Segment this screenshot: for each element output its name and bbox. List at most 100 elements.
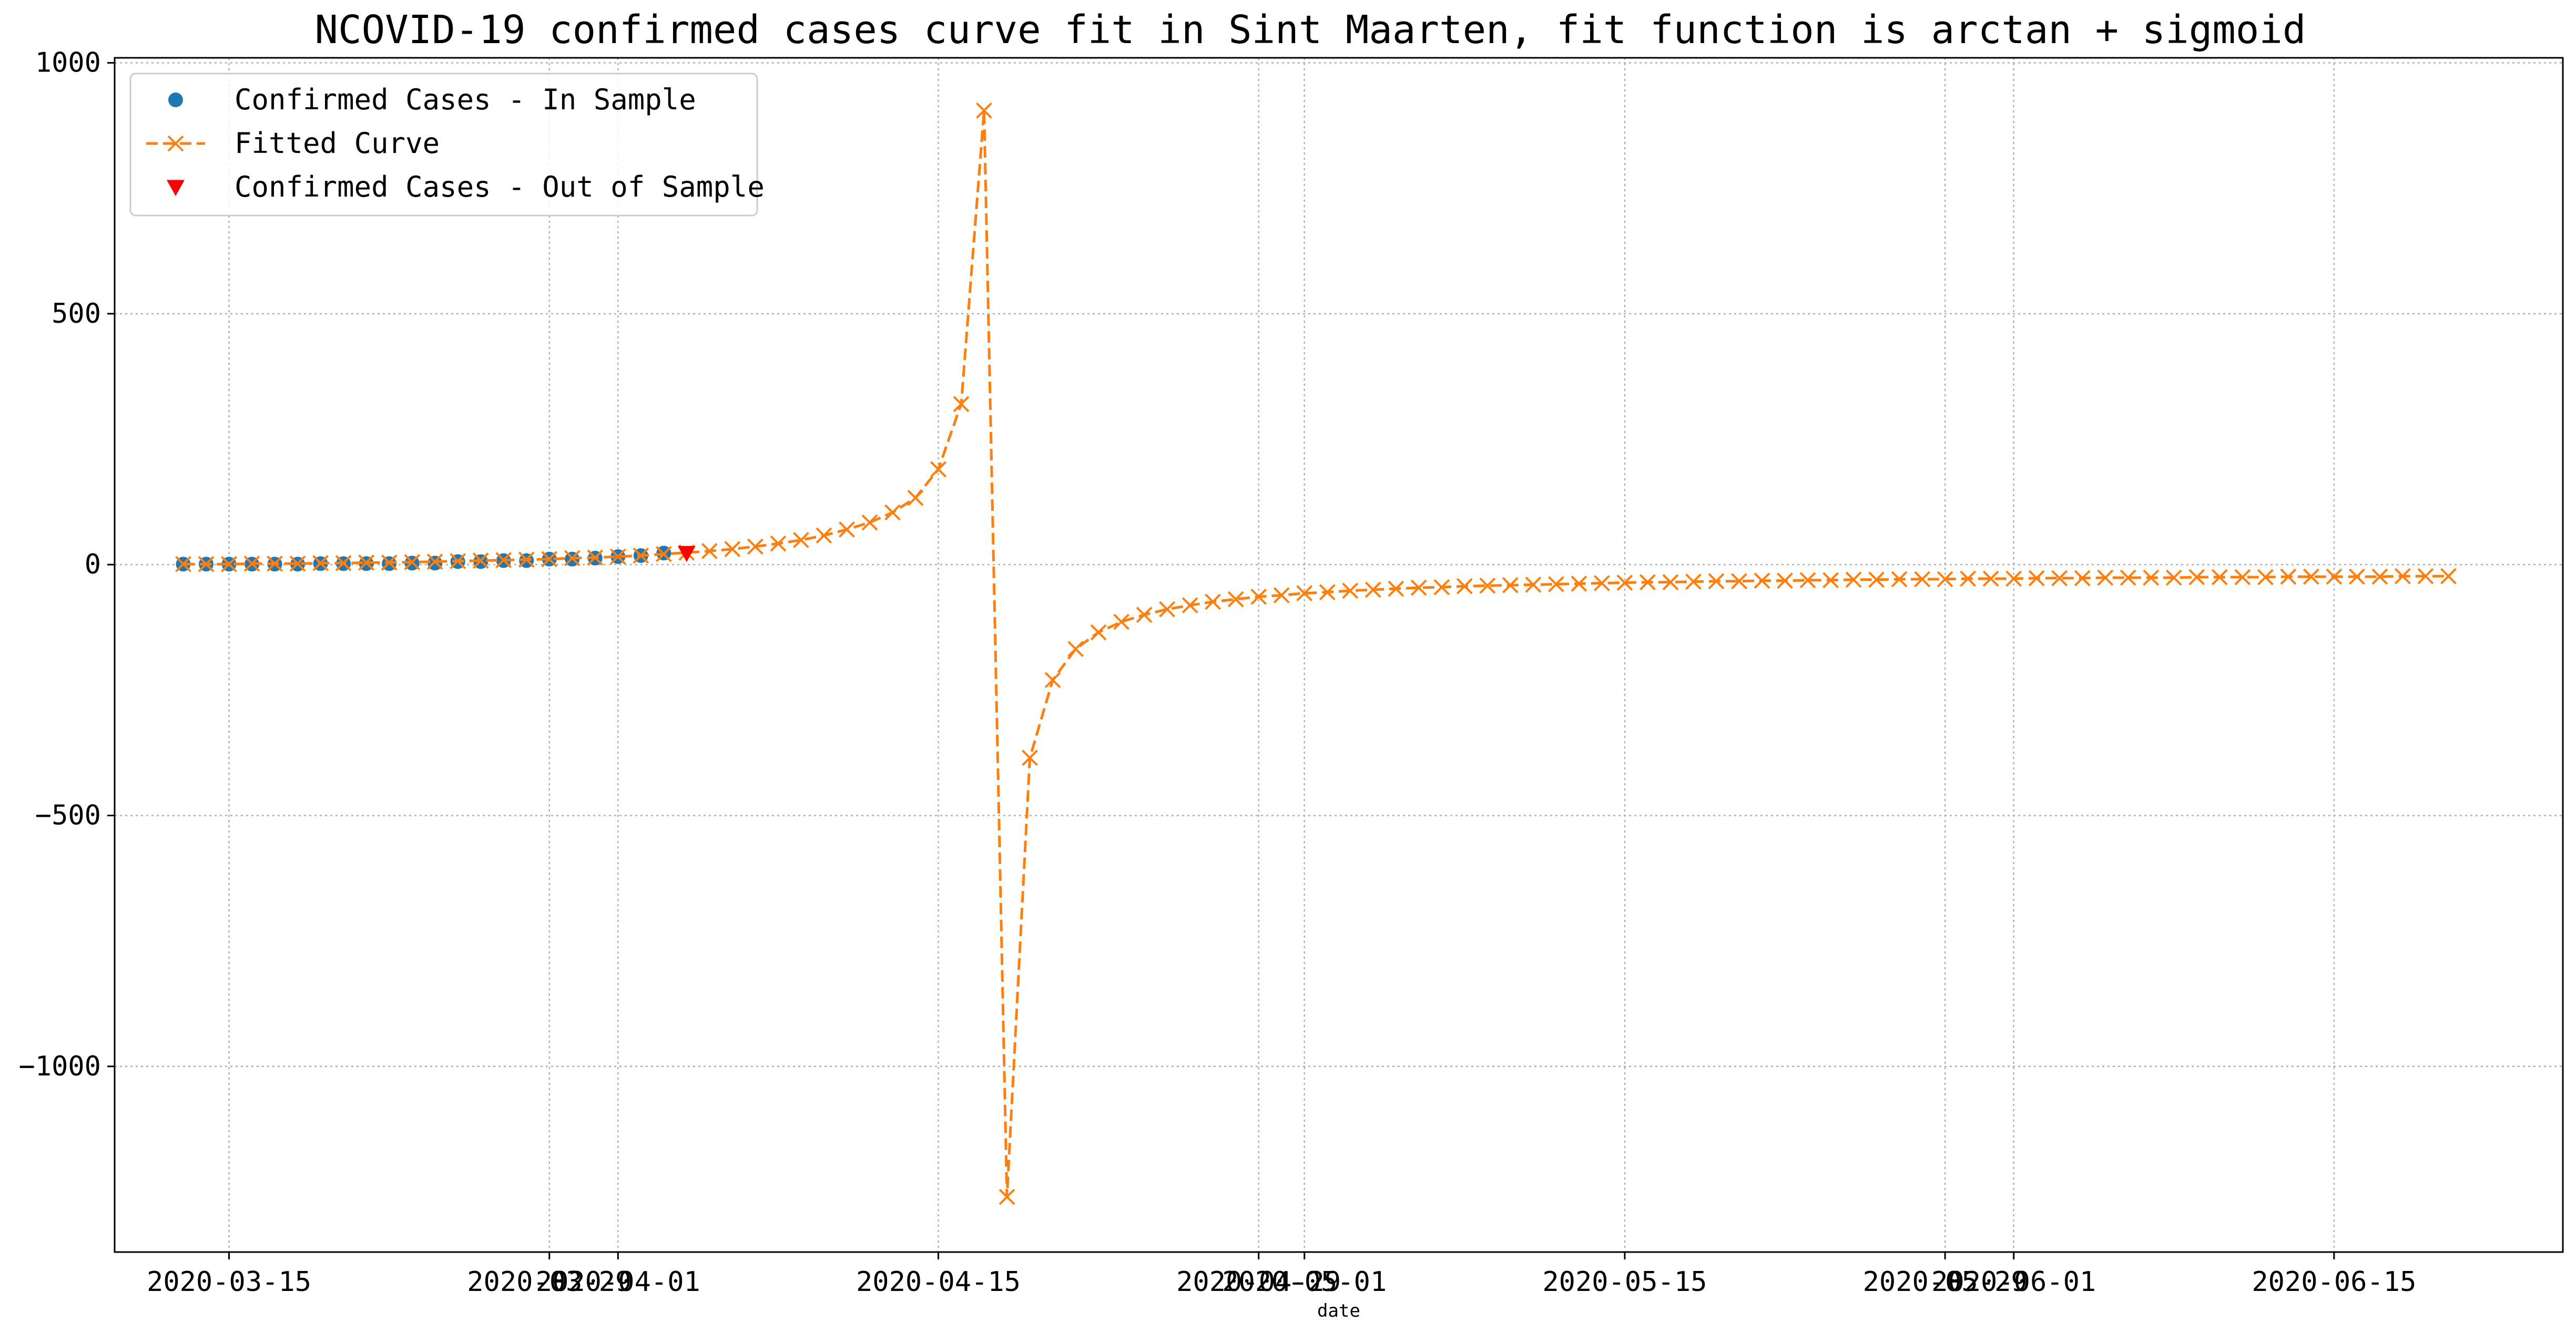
data-point <box>2280 568 2297 585</box>
data-point <box>1982 570 1999 587</box>
data-point <box>1754 572 1770 589</box>
data-point <box>518 551 535 568</box>
x-axis-label: date <box>1317 1300 1360 1321</box>
data-point <box>1342 582 1359 599</box>
data-point <box>335 555 352 571</box>
legend-label: Fitted Curve <box>235 127 440 160</box>
data-point <box>541 551 558 568</box>
plot-series <box>175 102 2457 1205</box>
data-point <box>587 549 604 566</box>
x-tick-label: 2020-06-01 <box>1931 1266 2096 1298</box>
data-point <box>747 538 763 555</box>
data-point <box>1960 570 1977 587</box>
data-point <box>701 542 718 559</box>
data-point <box>289 555 306 572</box>
data-point <box>1525 576 1542 593</box>
x-tick-label: 2020-06-15 <box>2252 1266 2416 1298</box>
data-point <box>1296 585 1313 601</box>
data-point <box>267 555 283 572</box>
data-point <box>1136 607 1153 623</box>
x-tick-label: 2020-04-29 <box>1176 1266 1341 1298</box>
data-point <box>1227 591 1244 608</box>
data-point <box>1937 571 1953 588</box>
legend-label: Confirmed Cases - Out of Sample <box>235 170 765 203</box>
y-tick-label: −1000 <box>18 1051 101 1082</box>
data-point <box>677 546 696 562</box>
data-point <box>907 489 924 506</box>
data-point <box>198 556 215 572</box>
chart-title: NCOVID-19 confirmed cases curve fit in S… <box>315 7 2306 53</box>
legend-marker <box>167 180 185 196</box>
data-point <box>1731 573 1747 590</box>
data-point <box>884 504 901 521</box>
data-point <box>1205 593 1221 610</box>
data-point <box>839 521 855 538</box>
data-point <box>1273 587 1290 603</box>
data-point <box>1456 578 1473 594</box>
data-point <box>1113 613 1130 630</box>
data-point <box>1845 571 1862 588</box>
data-point <box>1022 750 1038 766</box>
data-point <box>1799 572 1816 589</box>
legend-item: Confirmed Cases - Out of Sample <box>167 170 765 203</box>
data-point <box>2303 568 2319 585</box>
data-point <box>1822 572 1839 589</box>
data-point <box>2371 568 2388 585</box>
data-point <box>1616 575 1633 591</box>
data-point <box>221 556 237 572</box>
data-point <box>404 553 421 570</box>
data-point <box>381 554 398 571</box>
data-point <box>243 555 260 572</box>
data-point <box>2348 568 2365 585</box>
x-tick-label: 2020-03-29 <box>467 1266 632 1298</box>
data-point <box>564 550 581 567</box>
y-tick-label: 500 <box>52 298 101 330</box>
data-point <box>609 548 626 565</box>
data-point <box>2120 569 2136 586</box>
data-point <box>1182 597 1198 613</box>
data-point <box>976 102 992 119</box>
data-point <box>2028 570 2045 587</box>
x-tick-label: 2020-05-15 <box>1542 1266 1707 1298</box>
data-point <box>1662 574 1679 590</box>
data-point <box>1547 576 1564 592</box>
x-tick-label: 2020-05-01 <box>1222 1266 1387 1298</box>
data-point <box>861 514 878 531</box>
data-point <box>2440 568 2457 585</box>
data-point <box>816 527 832 544</box>
data-point <box>1914 571 1931 588</box>
data-point <box>1593 575 1610 591</box>
y-tick-label: 1000 <box>35 47 101 79</box>
data-point <box>1479 577 1496 594</box>
data-point <box>450 553 466 569</box>
data-point <box>2051 570 2068 587</box>
data-point <box>312 555 329 571</box>
x-tick-label: 2020-04-15 <box>856 1266 1021 1298</box>
data-point <box>1640 574 1656 590</box>
legend-item: Confirmed Cases - In Sample <box>168 83 696 116</box>
x-tick-label: 2020-03-15 <box>147 1266 311 1298</box>
data-point <box>2165 569 2182 586</box>
data-point <box>472 552 489 569</box>
data-point <box>633 547 649 564</box>
data-point <box>2097 569 2114 586</box>
data-point <box>426 553 443 570</box>
data-point <box>427 556 443 571</box>
x-tick-label: 2020-04-01 <box>536 1266 700 1298</box>
series-1 <box>175 102 2457 1205</box>
data-point <box>724 541 741 557</box>
data-point <box>1708 573 1725 590</box>
data-point <box>2074 570 2091 587</box>
series-line <box>183 110 2449 1197</box>
data-point <box>175 556 191 572</box>
data-point <box>2188 569 2205 586</box>
data-point <box>2143 569 2160 586</box>
data-point <box>770 535 787 552</box>
data-point <box>999 1188 1015 1205</box>
data-point <box>2417 568 2434 585</box>
legend: Confirmed Cases - In Sample Fitted Curve C… <box>129 73 765 217</box>
legend-marker <box>167 135 184 152</box>
data-point <box>1891 571 1908 588</box>
